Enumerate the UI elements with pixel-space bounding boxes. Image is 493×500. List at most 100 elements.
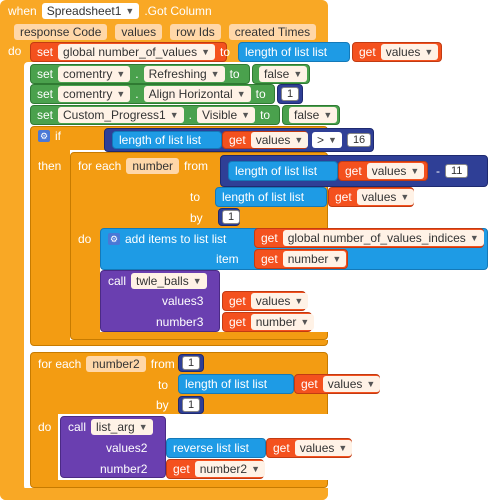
- then-label: then: [38, 159, 62, 173]
- number-value[interactable]: 1: [281, 87, 300, 101]
- gear-icon[interactable]: ⚙: [108, 233, 120, 245]
- call-header: call list_arg ▼: [68, 419, 153, 435]
- get-label: get: [229, 133, 246, 147]
- number-block[interactable]: 1: [178, 354, 204, 372]
- param-created-times[interactable]: created Times: [228, 24, 317, 40]
- false-block[interactable]: false ▼: [252, 64, 310, 84]
- get-values-block[interactable]: get values ▼: [328, 187, 415, 207]
- length-of-list-block[interactable]: length of list list: [238, 42, 350, 62]
- boolean-dropdown[interactable]: false ▼: [289, 107, 338, 123]
- values-dropdown[interactable]: values ▼: [322, 376, 381, 392]
- event-name: .Got Column: [144, 4, 212, 18]
- number-value[interactable]: 16: [346, 133, 372, 147]
- to-label: to: [255, 87, 266, 101]
- set-comentry-refreshing[interactable]: set comentry ▼ . Refreshing ▼ to: [30, 64, 250, 84]
- param-values[interactable]: values: [115, 24, 163, 40]
- arg-label: number2: [100, 462, 148, 476]
- get-global-indices-block[interactable]: get global number_of_values_indices ▼: [254, 228, 484, 248]
- to-label: to: [220, 45, 231, 59]
- number2-dropdown[interactable]: number2 ▼: [194, 461, 265, 477]
- to-label: to: [229, 67, 240, 81]
- if-header: ⚙ if: [38, 129, 61, 143]
- chevron-down-icon: ▼: [236, 89, 246, 99]
- global-var-dropdown[interactable]: global number_of_values_indices ▼: [282, 230, 484, 246]
- number-block[interactable]: 1: [178, 396, 204, 414]
- component-dropdown[interactable]: comentry ▼: [58, 86, 131, 102]
- loop-var-number2[interactable]: number2: [86, 356, 146, 372]
- get-values-block[interactable]: get values ▼: [294, 374, 381, 394]
- do-label: do: [8, 44, 22, 58]
- length-of-list-block[interactable]: length of list list: [178, 374, 294, 394]
- event-block-bottom: [0, 488, 328, 500]
- number-value[interactable]: 1: [222, 210, 241, 224]
- length-of-list-label: length of list list: [185, 377, 268, 391]
- arg-label: values3: [162, 294, 204, 308]
- from-label: from: [184, 159, 209, 173]
- set-custom-progress-visible[interactable]: set Custom_Progress1 ▼ . Visible ▼ to: [30, 105, 280, 125]
- loop-var-number[interactable]: number: [126, 158, 180, 174]
- to-label: to: [158, 378, 169, 392]
- dot-label: .: [135, 87, 139, 101]
- number-value[interactable]: 1: [182, 398, 201, 412]
- chevron-down-icon: ▼: [116, 89, 126, 99]
- chevron-down-icon: ▼: [400, 192, 410, 202]
- values-dropdown[interactable]: values ▼: [250, 132, 309, 148]
- chevron-down-icon: ▼: [210, 69, 220, 79]
- gear-icon[interactable]: ⚙: [38, 130, 50, 142]
- get-values-block[interactable]: get values ▼: [222, 131, 309, 149]
- false-block[interactable]: false ▼: [282, 105, 340, 125]
- add-items-label: add items to list list: [125, 232, 227, 246]
- chevron-down-icon: ▼: [138, 422, 148, 432]
- chevron-down-icon: ▼: [366, 379, 376, 389]
- get-number-block[interactable]: get number ▼: [254, 249, 348, 269]
- length-of-list-block[interactable]: length of list list: [228, 161, 338, 181]
- minus-op: - 11: [436, 164, 469, 178]
- get-values-block[interactable]: get values ▼: [352, 42, 442, 62]
- get-values-block[interactable]: get values ▼: [222, 291, 309, 311]
- global-var-dropdown[interactable]: global number_of_values ▼: [58, 44, 216, 60]
- values-dropdown[interactable]: values ▼: [380, 44, 439, 60]
- component-dropdown[interactable]: comentry ▼: [58, 66, 131, 82]
- component-dropdown[interactable]: Spreadsheet1 ▼: [41, 3, 140, 19]
- get-number2-block[interactable]: get number2 ▼: [166, 459, 265, 479]
- values-dropdown[interactable]: values ▼: [250, 293, 309, 309]
- chevron-down-icon: ▼: [251, 464, 260, 474]
- chevron-down-icon: ▼: [125, 6, 135, 16]
- reverse-list-block[interactable]: reverse list list: [166, 438, 266, 458]
- property-dropdown[interactable]: Align Horizontal ▼: [143, 86, 251, 102]
- set-global-number-of-values[interactable]: set global number_of_values ▼ to: [30, 42, 231, 62]
- procedure-dropdown[interactable]: list_arg ▼: [91, 419, 153, 435]
- get-values-block[interactable]: get values ▼: [338, 161, 428, 181]
- param-row-ids[interactable]: row Ids: [170, 24, 221, 40]
- procedure-dropdown[interactable]: twle_balls ▼: [131, 273, 207, 289]
- chevron-down-icon: ▼: [332, 254, 342, 264]
- number-dropdown[interactable]: number ▼: [250, 314, 315, 330]
- boolean-dropdown[interactable]: false ▼: [259, 66, 308, 82]
- from-label: from: [150, 357, 175, 371]
- values-dropdown[interactable]: values ▼: [366, 163, 425, 179]
- number-dropdown[interactable]: number ▼: [282, 251, 347, 267]
- event-header: when Spreadsheet1 ▼ .Got Column: [8, 3, 212, 19]
- property-dropdown[interactable]: Visible ▼: [197, 107, 256, 123]
- call-label: call: [68, 420, 87, 434]
- operator-dropdown[interactable]: > ▼: [312, 132, 342, 148]
- param-response-code[interactable]: response Code: [14, 24, 108, 40]
- component-dropdown[interactable]: Custom_Progress1 ▼: [58, 107, 184, 123]
- call-header: call twle_balls ▼: [108, 273, 207, 289]
- values-dropdown[interactable]: values ▼: [294, 440, 353, 456]
- length-of-list-block[interactable]: length of list list: [112, 131, 222, 149]
- length-of-list-block[interactable]: length of list list: [215, 187, 327, 207]
- number-value[interactable]: 11: [445, 164, 469, 178]
- get-number-block[interactable]: get number ▼: [222, 312, 315, 332]
- arg-label: values2: [106, 441, 148, 455]
- property-dropdown[interactable]: Refreshing ▼: [143, 66, 225, 82]
- chevron-down-icon: ▼: [410, 166, 420, 176]
- number-value[interactable]: 1: [182, 356, 201, 370]
- values-dropdown[interactable]: values ▼: [356, 189, 415, 205]
- set-label: set: [37, 67, 54, 81]
- get-values-block[interactable]: get values ▼: [266, 438, 353, 458]
- number-block[interactable]: 1: [277, 84, 303, 104]
- set-comentry-align[interactable]: set comentry ▼ . Align Horizontal ▼ to: [30, 84, 275, 104]
- number-block[interactable]: 1: [218, 208, 241, 226]
- compare-op: > ▼ 16: [312, 132, 372, 148]
